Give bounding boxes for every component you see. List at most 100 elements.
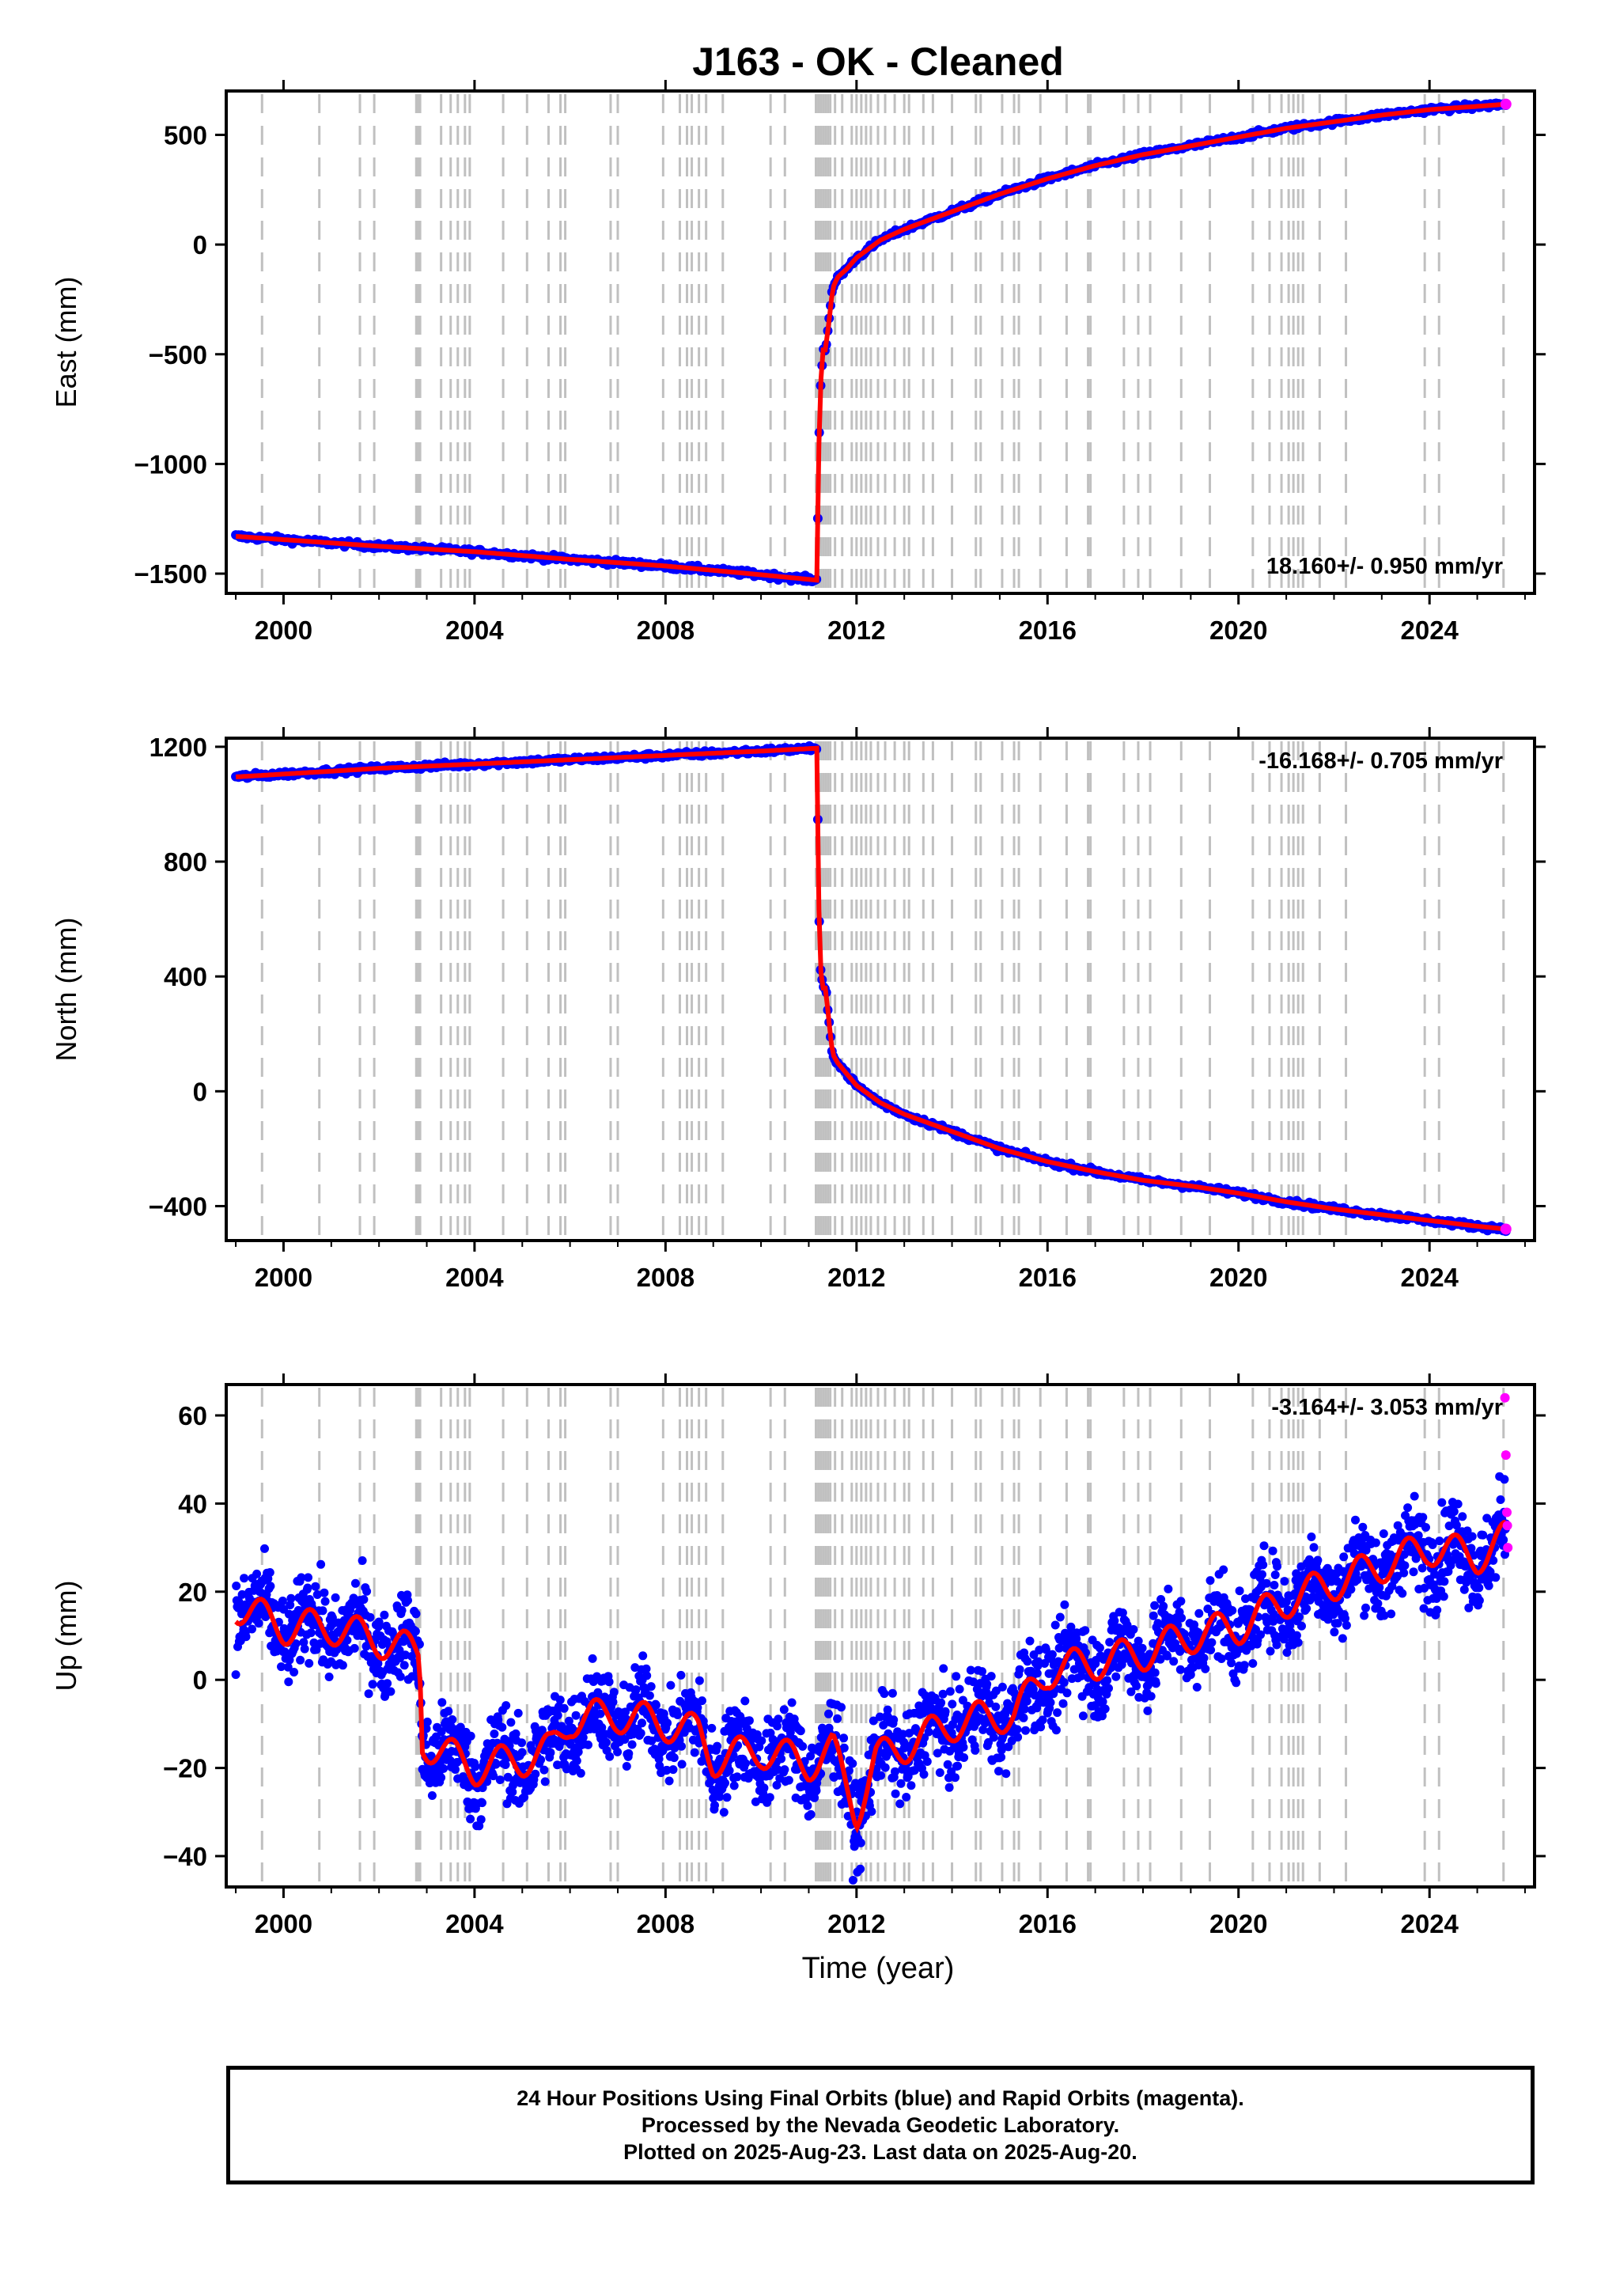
- final-orbit-point: [498, 1722, 507, 1732]
- final-orbit-point: [571, 1711, 581, 1720]
- final-orbit-point: [1059, 1678, 1069, 1687]
- x-tick-label: 2016: [1019, 1909, 1077, 1938]
- final-orbit-point: [316, 1559, 326, 1569]
- x-tick-label: 2024: [1400, 616, 1459, 645]
- final-orbit-point: [1358, 1522, 1368, 1532]
- final-orbit-point: [478, 1798, 486, 1808]
- final-orbit-point: [495, 1775, 505, 1785]
- final-orbit-point: [698, 1696, 706, 1706]
- rate-label: -16.168+/- 0.705 mm/yr: [1258, 748, 1503, 774]
- final-orbit-point: [1409, 1567, 1418, 1577]
- final-orbit-point: [1177, 1613, 1187, 1623]
- final-orbit-point: [396, 1672, 405, 1681]
- final-orbit-point: [1164, 1584, 1173, 1593]
- final-orbit-point: [232, 1582, 241, 1590]
- final-orbit-point: [713, 1741, 722, 1751]
- x-axis-label: Time (year): [802, 1952, 955, 1985]
- final-orbit-point: [309, 1638, 319, 1647]
- final-orbit-point: [1103, 1676, 1112, 1685]
- x-tick-label: 2016: [1019, 1263, 1077, 1292]
- final-orbit-point: [576, 1768, 585, 1778]
- final-orbit-point: [1205, 1576, 1215, 1586]
- final-orbit-point: [386, 1687, 396, 1696]
- final-orbit-point: [798, 1741, 808, 1751]
- final-orbit-point: [1294, 1612, 1304, 1622]
- final-orbit-point: [939, 1664, 948, 1673]
- final-orbit-point: [555, 1695, 565, 1705]
- final-orbit-point: [919, 1770, 929, 1779]
- final-orbit-point: [1491, 1573, 1501, 1582]
- final-orbit-point: [1351, 1515, 1360, 1525]
- final-orbit-point: [290, 1668, 299, 1677]
- final-orbit-point: [803, 1801, 812, 1810]
- final-orbit-point: [627, 1740, 637, 1749]
- final-orbit-point: [1081, 1626, 1090, 1635]
- rate-label: -3.164+/- 3.053 mm/yr: [1271, 1395, 1503, 1420]
- final-orbit-point: [1262, 1578, 1271, 1588]
- final-orbit-point: [812, 1786, 821, 1795]
- final-orbit-point: [945, 1687, 955, 1696]
- final-orbit-point: [1013, 1733, 1023, 1742]
- final-orbit-point: [1207, 1638, 1217, 1647]
- y-axis-label: Up (mm): [50, 1581, 82, 1692]
- final-orbit-point: [729, 1781, 739, 1790]
- x-tick-label: 2004: [445, 616, 504, 645]
- final-orbit-point: [368, 1680, 377, 1689]
- final-orbit-point: [266, 1582, 275, 1591]
- final-orbit-point: [646, 1682, 656, 1692]
- final-orbit-point: [664, 1776, 674, 1786]
- final-orbit-point: [1270, 1570, 1280, 1579]
- final-orbit-point: [848, 1876, 857, 1885]
- final-orbit-point: [959, 1753, 969, 1762]
- y-tick-label: 500: [164, 120, 207, 150]
- final-orbit-point: [948, 1699, 957, 1709]
- y-tick-label: 0: [193, 1077, 207, 1106]
- y-tick-label: −40: [163, 1842, 207, 1871]
- final-orbit-point: [1047, 1650, 1057, 1659]
- final-orbit-point: [1025, 1636, 1035, 1646]
- final-orbit-point: [466, 1814, 475, 1824]
- final-orbit-point: [1235, 1586, 1244, 1596]
- final-orbit-point: [1137, 1643, 1147, 1653]
- final-orbit-point: [1228, 1606, 1237, 1615]
- final-orbit-point: [1058, 1699, 1068, 1708]
- y-tick-label: 800: [164, 847, 207, 877]
- final-orbit-point: [677, 1760, 687, 1769]
- final-orbit-point: [856, 1838, 865, 1847]
- final-orbit-point: [539, 1765, 549, 1775]
- final-orbit-point: [638, 1718, 646, 1728]
- x-tick-label: 2024: [1400, 1909, 1459, 1938]
- final-orbit-point: [380, 1610, 389, 1620]
- final-orbit-point: [1467, 1532, 1477, 1541]
- final-orbit-point: [796, 1726, 805, 1736]
- final-orbit-point: [1150, 1668, 1160, 1677]
- final-orbit-point: [721, 1779, 729, 1788]
- y-tick-label: −1000: [134, 449, 207, 479]
- final-orbit-point: [1400, 1561, 1410, 1570]
- final-orbit-point: [774, 1714, 783, 1724]
- final-orbit-point: [1258, 1560, 1268, 1570]
- final-orbit-point: [891, 1767, 899, 1776]
- final-orbit-point: [1270, 1581, 1279, 1589]
- final-orbit-point: [300, 1644, 309, 1654]
- x-tick-label: 2020: [1209, 1909, 1267, 1938]
- final-orbit-point: [601, 1737, 611, 1747]
- final-orbit-point: [722, 1793, 732, 1802]
- final-orbit-point: [1053, 1708, 1062, 1718]
- final-orbit-point: [540, 1777, 550, 1786]
- final-orbit-point: [1387, 1609, 1396, 1619]
- final-orbit-point: [305, 1658, 314, 1668]
- final-orbit-point: [252, 1569, 262, 1578]
- plot-frame: [225, 89, 1536, 595]
- final-orbit-point: [744, 1716, 754, 1726]
- final-orbit-point: [638, 1651, 648, 1661]
- final-orbit-point: [422, 1717, 432, 1726]
- final-orbit-point: [953, 1761, 963, 1771]
- final-orbit-point: [1192, 1683, 1202, 1692]
- final-orbit-point: [303, 1583, 312, 1593]
- final-orbit-point: [248, 1624, 256, 1634]
- final-orbit-point: [1309, 1543, 1319, 1552]
- x-tick-label: 2000: [255, 1909, 312, 1938]
- final-orbit-point: [350, 1578, 360, 1588]
- final-orbit-point: [437, 1698, 447, 1707]
